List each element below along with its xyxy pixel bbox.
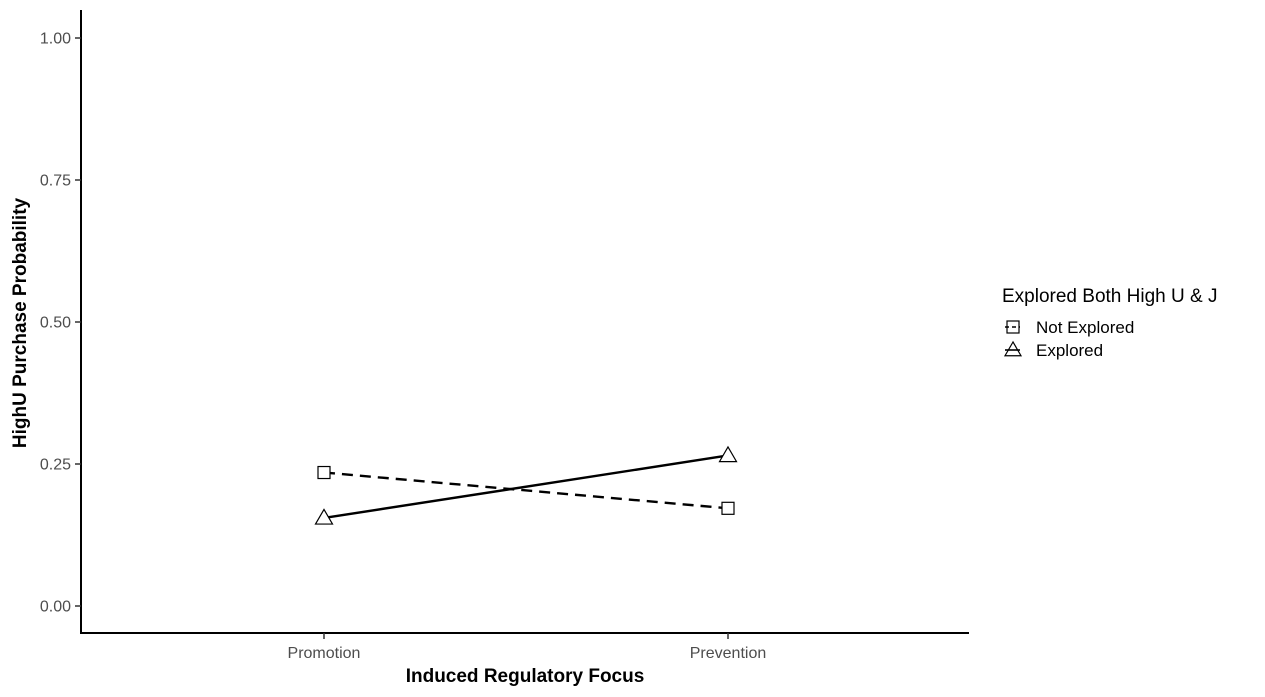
legend-key-square — [1006, 320, 1020, 334]
x-axis-title: Induced Regulatory Focus — [406, 666, 645, 687]
x-ticks: Promotion Prevention — [288, 633, 767, 662]
x-tick-label: Prevention — [690, 645, 767, 662]
legend-title: Explored Both High U & J — [1002, 286, 1217, 307]
series-square — [317, 465, 735, 515]
y-tick-label: 0.75 — [40, 173, 71, 190]
y-tick-label: 1.00 — [40, 31, 71, 48]
series-line — [323, 471, 729, 510]
y-tick-label: 0.00 — [40, 599, 71, 616]
legend: Explored Both High U & J Not Explored Exp… — [1002, 286, 1217, 360]
x-tick-label: Promotion — [288, 645, 361, 662]
series-triangle — [314, 445, 738, 525]
y-ticks: 0.00 0.25 0.50 0.75 1.00 — [40, 31, 81, 616]
legend-label: Explored — [1036, 341, 1103, 360]
data-point-square — [317, 465, 331, 480]
series-line — [323, 454, 729, 520]
axes — [80, 10, 969, 634]
data-point-triangle — [718, 445, 738, 463]
y-tick-label: 0.25 — [40, 457, 71, 474]
legend-label: Not Explored — [1036, 318, 1134, 337]
y-tick-label: 0.50 — [40, 315, 71, 332]
legend-item: Not Explored — [1005, 318, 1134, 337]
data-point-square — [721, 501, 735, 515]
data-point-triangle — [314, 508, 334, 525]
series-layer — [314, 445, 738, 525]
y-axis-title: HighU Purchase Probability — [10, 197, 31, 448]
legend-item: Explored — [1003, 340, 1103, 360]
legend-items: Not Explored Explored — [1003, 318, 1134, 360]
legend-key-triangle — [1003, 340, 1023, 357]
